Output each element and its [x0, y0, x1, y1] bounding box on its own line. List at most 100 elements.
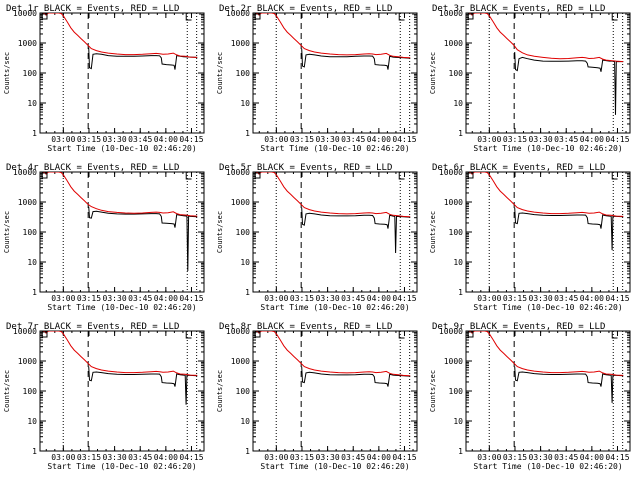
chart-title: Det 8r BLACK = Events, RED = LLD [219, 322, 392, 332]
x-tick-label: 03:15 [77, 135, 101, 144]
chart-title: Det 6r BLACK = Events, RED = LLD [432, 163, 605, 173]
chart-title: Det 3r BLACK = Events, RED = LLD [432, 4, 605, 14]
x-tick-label: 03:30 [316, 453, 340, 462]
y-axis-label: Counts/sec [429, 211, 437, 253]
plot-frame [465, 171, 631, 293]
plot-frame [252, 330, 418, 452]
y-tick-label: 1000 [231, 357, 250, 366]
start-marker [467, 13, 474, 20]
x-tick-label: 03:30 [103, 453, 127, 462]
y-tick-label: 10000 [226, 327, 250, 336]
chart-panel-6r: Det 6r BLACK = Events, RED = LLD 1 10 100 10… [429, 163, 631, 312]
x-tick-label: 04:00 [580, 135, 604, 144]
chart-panel-5r: Det 5r BLACK = Events, RED = LLD 1 10 100 10… [216, 163, 418, 312]
x-tick-label: 04:15 [392, 453, 416, 462]
y-tick-label: 100 [236, 387, 251, 396]
x-tick-label: 03:00 [477, 294, 501, 303]
y-tick-label: 10000 [13, 168, 37, 177]
start-marker [41, 13, 48, 20]
step-marker [611, 13, 618, 21]
series-line-lld [42, 13, 198, 58]
x-axis-label: Start Time (10-Dec-10 02:46:20) [260, 303, 409, 312]
step-marker [611, 172, 618, 180]
y-tick-label: 1000 [231, 39, 250, 48]
y-tick-label: 100 [23, 387, 38, 396]
x-axis-label: Start Time (10-Dec-10 02:46:20) [260, 462, 409, 471]
x-tick-label: 03:00 [51, 135, 75, 144]
step-marker [611, 331, 618, 339]
y-tick-label: 1 [32, 447, 37, 456]
y-tick-label: 10 [27, 258, 37, 267]
series-line-lld [468, 172, 624, 217]
step-marker [185, 172, 192, 180]
x-axis-label: Start Time (10-Dec-10 02:46:20) [473, 462, 622, 471]
y-tick-label: 1 [458, 129, 463, 138]
chart-panel-3r: Det 3r BLACK = Events, RED = LLD 1 10 100 10… [429, 4, 631, 153]
x-tick-label: 03:00 [51, 294, 75, 303]
y-tick-label: 10000 [226, 168, 250, 177]
step-marker [398, 13, 405, 21]
chart-title: Det 1r BLACK = Events, RED = LLD [6, 4, 179, 14]
start-marker [254, 331, 261, 338]
x-tick-label: 03:15 [77, 453, 101, 462]
y-tick-label: 10 [453, 258, 463, 267]
chart-title: Det 4r BLACK = Events, RED = LLD [6, 163, 179, 173]
start-marker [467, 331, 474, 338]
plot-frame [39, 171, 205, 293]
x-tick-label: 03:15 [503, 453, 527, 462]
y-tick-label: 10 [240, 417, 250, 426]
y-tick-label: 1 [245, 288, 250, 297]
y-tick-label: 10000 [13, 327, 37, 336]
start-marker [467, 172, 474, 179]
y-tick-label: 1000 [444, 39, 463, 48]
series-line-events [88, 206, 198, 272]
x-tick-label: 04:15 [179, 453, 203, 462]
x-tick-label: 03:30 [103, 135, 127, 144]
x-tick-label: 03:00 [264, 294, 288, 303]
x-tick-label: 03:15 [290, 135, 314, 144]
x-tick-label: 03:15 [290, 294, 314, 303]
x-tick-label: 03:45 [128, 135, 152, 144]
x-tick-label: 04:00 [154, 294, 178, 303]
series-line-lld [468, 331, 624, 376]
series-line-events [301, 366, 411, 387]
x-axis-label: Start Time (10-Dec-10 02:46:20) [473, 303, 622, 312]
series-line-events [88, 47, 198, 70]
x-tick-label: 04:15 [605, 294, 629, 303]
plot-frame [39, 330, 205, 452]
x-tick-label: 03:45 [341, 453, 365, 462]
x-tick-label: 04:15 [605, 453, 629, 462]
x-tick-label: 04:15 [179, 294, 203, 303]
x-tick-label: 04:00 [580, 453, 604, 462]
start-marker [41, 331, 48, 338]
y-tick-label: 1000 [444, 357, 463, 366]
x-tick-label: 03:45 [341, 294, 365, 303]
chart-panel-4r: Det 4r BLACK = Events, RED = LLD 1 10 100 10… [3, 163, 205, 312]
x-tick-label: 03:45 [554, 294, 578, 303]
series-line-lld [42, 172, 198, 217]
y-tick-label: 1 [458, 447, 463, 456]
x-tick-label: 04:00 [154, 453, 178, 462]
chart-title: Det 5r BLACK = Events, RED = LLD [219, 163, 392, 173]
x-tick-label: 04:15 [179, 135, 203, 144]
y-tick-label: 100 [236, 69, 251, 78]
x-tick-label: 03:00 [51, 453, 75, 462]
y-axis-label: Counts/sec [3, 370, 11, 412]
y-tick-label: 100 [23, 228, 38, 237]
y-tick-label: 100 [449, 228, 464, 237]
series-line-events [301, 207, 411, 254]
y-tick-label: 1000 [231, 198, 250, 207]
y-tick-label: 1 [245, 129, 250, 138]
plot-frame [465, 330, 631, 452]
y-tick-label: 1000 [18, 357, 37, 366]
chart-title: Det 9r BLACK = Events, RED = LLD [432, 322, 605, 332]
y-tick-label: 1 [245, 447, 250, 456]
y-tick-label: 1000 [18, 39, 37, 48]
step-marker [398, 172, 405, 180]
x-axis-label: Start Time (10-Dec-10 02:46:20) [47, 303, 196, 312]
x-tick-label: 03:45 [128, 294, 152, 303]
y-axis-label: Counts/sec [3, 211, 11, 253]
x-axis-label: Start Time (10-Dec-10 02:46:20) [47, 462, 196, 471]
x-tick-label: 04:15 [392, 135, 416, 144]
